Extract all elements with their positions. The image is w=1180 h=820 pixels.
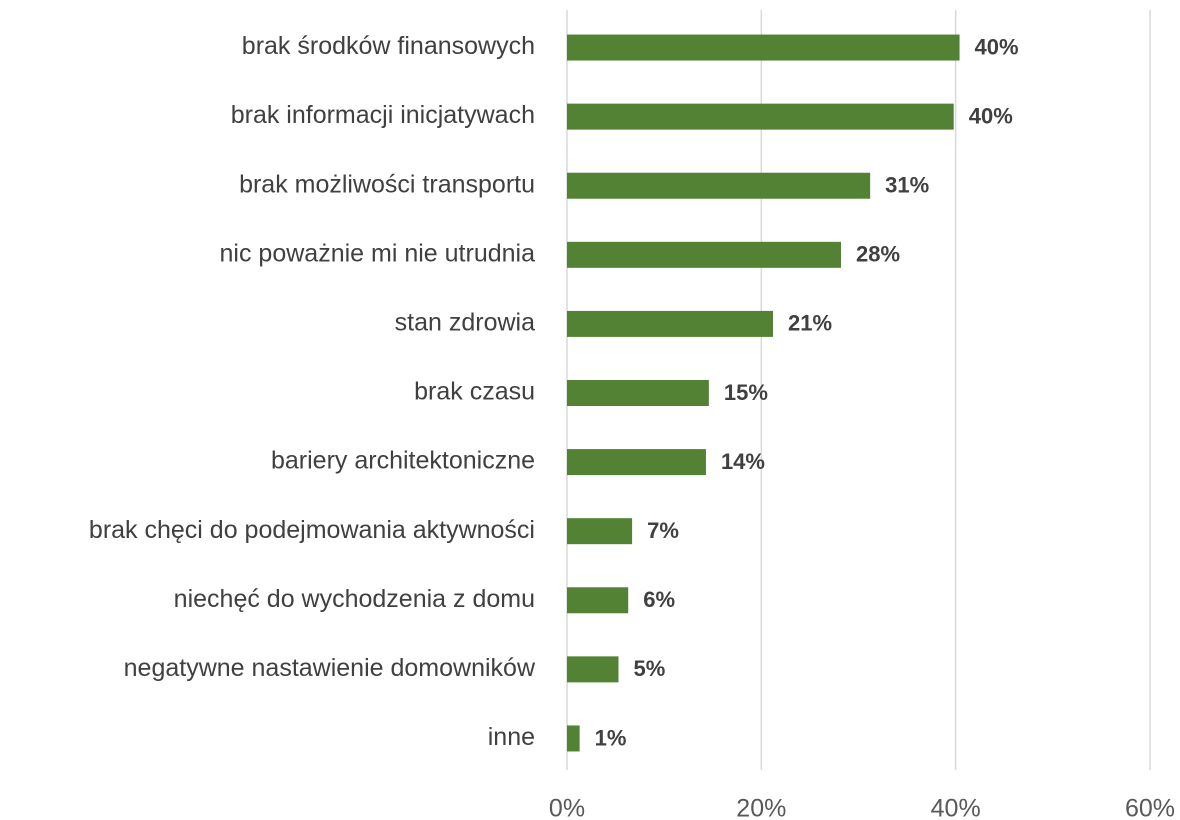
data-label: 28%: [856, 242, 900, 267]
y-tick-label: bariery architektoniczne: [271, 447, 535, 475]
bar: [567, 449, 706, 476]
data-label: 6%: [643, 587, 675, 612]
x-tick-label: 20%: [736, 795, 786, 820]
bar: [567, 587, 629, 614]
x-tick-label: 40%: [931, 795, 981, 820]
y-tick-label: brak możliwości transportu: [239, 170, 535, 198]
bar: [567, 34, 960, 61]
y-tick-label: brak chęci do podejmowania aktywności: [89, 516, 535, 544]
data-label: 40%: [969, 103, 1013, 128]
bar: [567, 241, 842, 268]
bar: [567, 656, 619, 683]
y-tick-label: nic poważnie mi nie utrudnia: [220, 239, 536, 267]
x-tick-label: 60%: [1125, 795, 1175, 820]
y-tick-label: inne: [488, 723, 535, 751]
data-label: 31%: [885, 173, 929, 198]
bar: [567, 310, 773, 337]
y-tick-label: stan zdrowia: [395, 309, 535, 337]
y-tick-label: niechęć do wychodzenia z domu: [174, 585, 535, 613]
data-label: 5%: [633, 656, 665, 681]
data-label: 14%: [721, 449, 765, 474]
bar: [567, 172, 871, 199]
y-tick-label: brak informacji inicjatywach: [231, 101, 535, 129]
bar: [567, 380, 709, 406]
data-label: 1%: [595, 725, 627, 750]
data-label: 40%: [975, 34, 1019, 59]
data-label: 21%: [788, 311, 832, 336]
y-tick-label: brak czasu: [414, 378, 535, 406]
data-label: 15%: [724, 380, 768, 405]
y-tick-label: negatywne nastawienie domowników: [124, 654, 536, 682]
bar: [567, 103, 954, 130]
bar: [567, 725, 580, 752]
bar: [567, 518, 633, 545]
data-label: 7%: [647, 518, 679, 543]
y-tick-label: brak środków finansowych: [242, 32, 535, 60]
x-tick-label: 0%: [549, 795, 585, 820]
